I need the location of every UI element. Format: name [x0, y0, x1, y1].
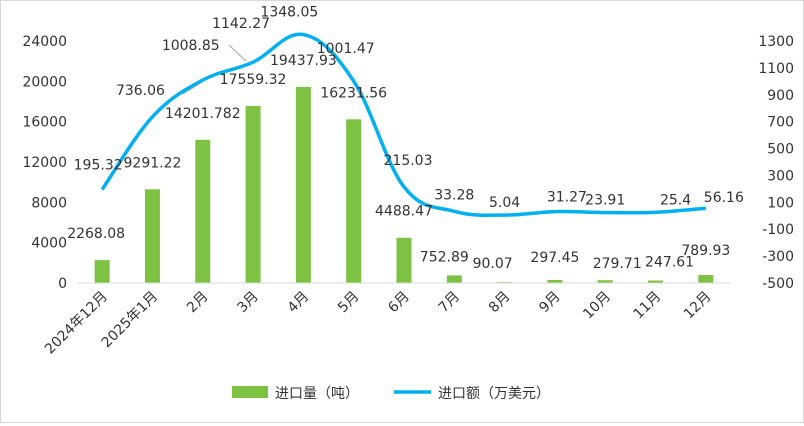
import-value-label: 33.28 [434, 187, 474, 203]
right-axis-tick-label: -300 [762, 249, 794, 265]
leader-line [182, 82, 202, 95]
import-volume-bar [648, 280, 664, 283]
data-labels: 2268.089291.2214201.78217559.3219437.931… [67, 5, 744, 273]
left-axis-tick-label: 0 [58, 276, 67, 292]
import-volume-bar [597, 280, 613, 283]
import-volume-label: 19437.93 [270, 53, 337, 69]
left-axis-tick-label: 20000 [22, 74, 67, 90]
left-axis: 0 4000 8000 12000 16000 20000 24000 [22, 34, 731, 292]
import-volume-bar [446, 275, 462, 283]
import-volume-label: 9291.22 [124, 155, 182, 171]
category-tick-label: 5月 [335, 289, 363, 317]
right-axis-tick-label: 100 [767, 195, 794, 211]
import-volume-bar [346, 119, 362, 283]
import-volume-label: 247.61 [645, 255, 694, 271]
right-axis-tick-label: 1300 [758, 34, 794, 50]
import-value-label: 31.27 [547, 190, 587, 206]
category-tick-label: 10月 [580, 289, 614, 323]
legend-bar-swatch [232, 386, 268, 398]
import-value-label: 23.91 [585, 193, 625, 209]
import-value-label: 25.4 [660, 192, 691, 208]
import-value-label: 195.32 [74, 158, 123, 174]
import-value-label: 215.03 [384, 153, 433, 169]
right-axis-tick-label: 700 [767, 115, 794, 131]
line-layer [100, 32, 706, 217]
right-axis-tick-label: 300 [767, 168, 794, 184]
import-value-label: 736.06 [116, 83, 165, 99]
import-volume-label: 2268.08 [67, 226, 125, 242]
import-value-label: 1348.05 [260, 5, 318, 21]
import-volume-bar [396, 237, 412, 283]
import-volume-label: 14201.782 [165, 106, 241, 122]
import-volume-label: 90.07 [473, 256, 513, 272]
import-volume-bar [144, 189, 160, 283]
category-tick-label: 9月 [536, 289, 564, 317]
right-axis-tick-label: 1100 [758, 61, 794, 77]
category-tick-label: 6月 [385, 289, 413, 317]
category-tick-label: 2024年12月 [42, 289, 111, 358]
left-axis-tick-label: 16000 [22, 115, 67, 131]
import-volume-bar [295, 87, 311, 283]
legend-bar-label: 进口量（吨） [275, 386, 359, 402]
category-tick-label: 3月 [234, 289, 262, 317]
category-tick-label: 8月 [486, 289, 514, 317]
import-volume-label: 752.89 [420, 249, 469, 265]
category-tick-label: 2月 [184, 289, 212, 317]
import-volume-bar [94, 260, 110, 283]
category-tick-label: 11月 [631, 289, 665, 323]
legend-line-label: 进口额（万美元） [438, 386, 550, 402]
import-value-line [100, 32, 706, 217]
right-axis-tick-label: -100 [762, 222, 794, 238]
import-volume-label: 4488.47 [375, 204, 433, 220]
import-volume-label: 16231.56 [320, 85, 387, 101]
import-volume-bar [195, 139, 211, 283]
category-tick-label: 7月 [436, 289, 464, 317]
import-value-label: 1142.27 [212, 16, 270, 32]
left-axis-tick-label: 8000 [31, 195, 67, 211]
import-value-label: 5.04 [489, 195, 520, 211]
bars-layer [94, 87, 714, 284]
category-tick-label: 12月 [681, 289, 715, 323]
left-axis-tick-label: 4000 [31, 236, 67, 252]
right-axis-tick-label: 900 [767, 88, 794, 104]
import-volume-bar [547, 280, 563, 283]
import-volume-label: 297.45 [530, 250, 579, 266]
import-value-label: 1008.85 [162, 38, 220, 54]
right-axis-tick-label: 500 [767, 142, 794, 158]
import-volume-bar [245, 105, 261, 284]
import-volume-label: 789.93 [681, 243, 730, 259]
legend: 进口量（吨） 进口额（万美元） [232, 386, 550, 402]
import-volume-label: 17559.32 [220, 72, 287, 88]
category-tick-label: 4月 [285, 289, 313, 317]
right-axis: -500 -300 -100 100 300 500 700 900 1100 1300 [758, 34, 794, 292]
import-volume-bar [698, 275, 714, 283]
import-value-label: 56.16 [704, 190, 744, 206]
leader-line [228, 44, 247, 62]
right-axis-tick-label: -500 [762, 276, 794, 292]
left-axis-tick-label: 12000 [22, 155, 67, 171]
import-value-label: 1001.47 [317, 41, 375, 57]
import-volume-label: 279.71 [593, 256, 642, 272]
left-axis-tick-label: 24000 [22, 34, 67, 50]
